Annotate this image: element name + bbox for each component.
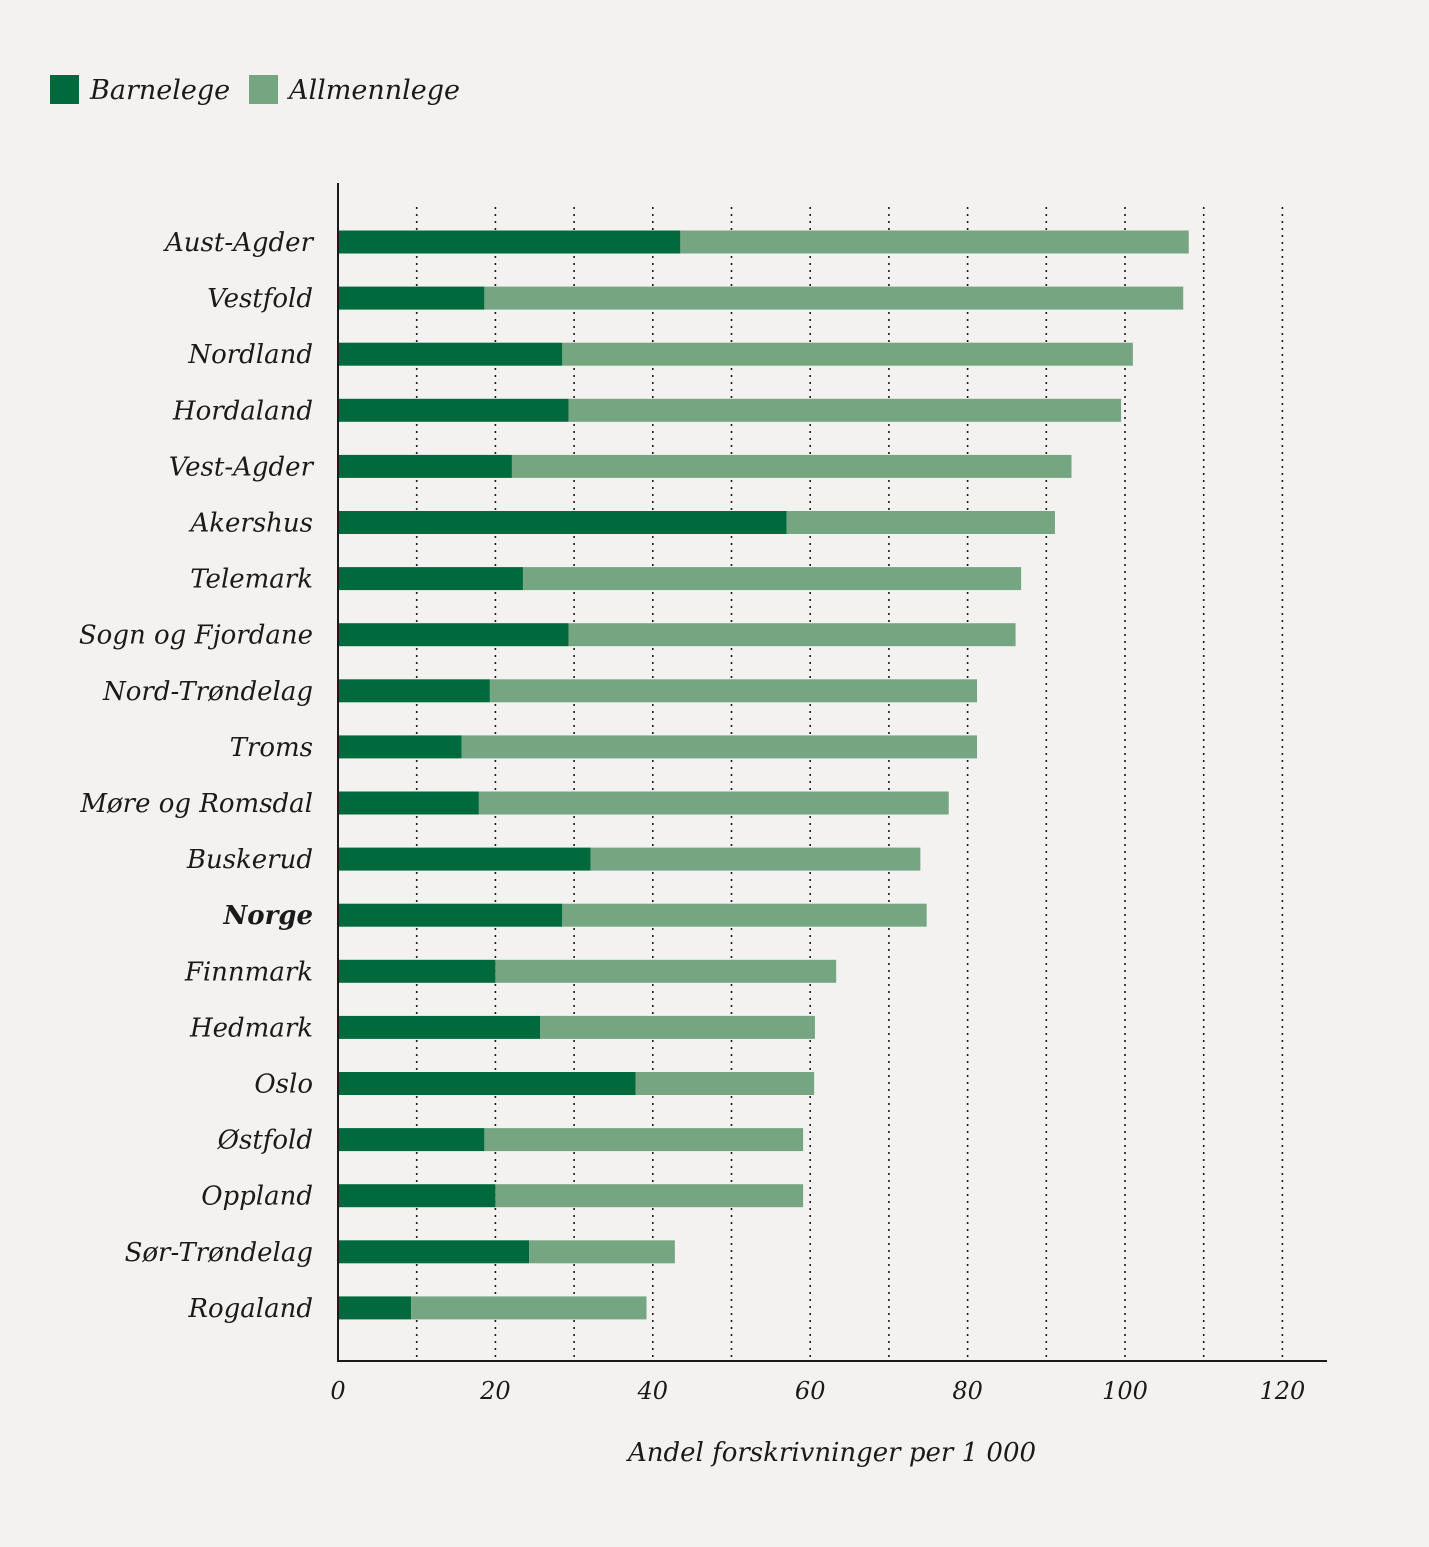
legend-swatch-allmennlege — [249, 75, 278, 104]
category-label: Oppland — [201, 1182, 313, 1212]
bar-allmennlege-sogn-og-fjordane — [568, 623, 1016, 647]
bar-allmennlege-oslo — [635, 1072, 815, 1095]
bar-barnelege-nordland — [338, 342, 563, 366]
bar-allmennlege-ostfold — [484, 1128, 804, 1152]
category-label: Sør-Trøndelag — [125, 1238, 313, 1268]
category-label: Sogn og Fjordane — [79, 621, 313, 651]
bar-barnelege-vest-agder — [338, 454, 512, 478]
bar-barnelege-buskerud — [338, 847, 591, 871]
legend-label-barnelege: Barnelege — [89, 75, 230, 106]
bar-barnelege-sor-trondelag — [338, 1240, 530, 1264]
bar-barnelege-rogaland — [338, 1296, 412, 1320]
bar-allmennlege-oppland — [495, 1184, 804, 1208]
bar-allmennlege-hordaland — [568, 398, 1122, 422]
bar-allmennlege-vestfold — [484, 286, 1184, 310]
x-tick-label: 60 — [795, 1377, 826, 1405]
x-tick-label: 0 — [330, 1377, 345, 1405]
bar-barnelege-troms — [338, 735, 462, 759]
category-label: Finnmark — [184, 957, 313, 987]
category-label: Nord-Trøndelag — [102, 677, 313, 707]
bar-barnelege-finnmark — [338, 959, 496, 983]
category-label: Østfold — [217, 1126, 313, 1156]
x-tick-label: 40 — [637, 1377, 669, 1405]
bar-allmennlege-rogaland — [411, 1296, 647, 1320]
bar-barnelege-oslo — [338, 1072, 636, 1095]
legend-label-allmennlege: Allmennlege — [286, 75, 460, 106]
bar-barnelege-more-og-romsdal — [338, 791, 479, 815]
category-label: Vestfold — [207, 284, 313, 314]
category-label: Hordaland — [172, 396, 313, 426]
bars — [338, 230, 1189, 1320]
category-label: Nordland — [187, 340, 313, 370]
bar-allmennlege-sor-trondelag — [529, 1240, 675, 1264]
bar-barnelege-hedmark — [338, 1015, 541, 1039]
bar-allmennlege-buskerud — [590, 847, 921, 871]
bar-barnelege-telemark — [338, 567, 523, 591]
category-label: Telemark — [190, 565, 313, 595]
category-labels: Aust-Agder Vestfold Nordland Hordaland Vest-… — [79, 228, 315, 1324]
bar-barnelege-ostfold — [338, 1128, 485, 1152]
bar-barnelege-hordaland — [338, 398, 569, 422]
category-label: Troms — [230, 733, 313, 763]
x-axis-title: Andel forskrivninger per 1 000 — [626, 1438, 1036, 1468]
bar-allmennlege-troms — [461, 735, 978, 759]
bar-allmennlege-akershus — [786, 511, 1055, 534]
bar-barnelege-aust-agder — [338, 230, 681, 254]
bar-allmennlege-telemark — [522, 567, 1022, 591]
category-label: Akershus — [188, 509, 313, 539]
bar-barnelege-sogn-og-fjordane — [338, 623, 569, 647]
x-tick-labels: 0 20 40 60 80 100 120 — [330, 1377, 1305, 1405]
legend-swatch-barnelege — [50, 75, 79, 104]
bar-allmennlege-hedmark — [540, 1015, 815, 1039]
category-label: Hedmark — [189, 1013, 313, 1043]
bar-barnelege-nord-trondelag — [338, 679, 490, 703]
bar-allmennlege-aust-agder — [680, 230, 1189, 254]
category-label: Vest-Agder — [169, 452, 315, 482]
category-label: Buskerud — [186, 845, 313, 875]
category-label: Rogaland — [187, 1294, 313, 1324]
legend: Barnelege Allmennlege — [50, 75, 460, 106]
bar-allmennlege-norge — [562, 903, 927, 927]
x-tick-label: 100 — [1102, 1377, 1148, 1405]
bar-allmennlege-nord-trondelag — [489, 679, 978, 703]
bar-barnelege-oppland — [338, 1184, 496, 1208]
category-label: Aust-Agder — [163, 228, 315, 258]
category-label: Norge — [222, 901, 313, 931]
bar-allmennlege-finnmark — [495, 959, 837, 983]
x-tick-label: 120 — [1259, 1377, 1305, 1405]
x-tick-label: 80 — [952, 1377, 983, 1405]
bar-barnelege-norge — [338, 903, 563, 927]
bar-allmennlege-vest-agder — [511, 454, 1072, 478]
category-label: Møre og Romsdal — [79, 789, 313, 819]
bar-allmennlege-more-og-romsdal — [478, 791, 949, 815]
category-label: Oslo — [254, 1070, 313, 1100]
x-tick-label: 20 — [479, 1377, 511, 1405]
bar-barnelege-vestfold — [338, 286, 485, 310]
bar-allmennlege-nordland — [562, 342, 1133, 366]
bar-barnelege-akershus — [338, 511, 787, 534]
